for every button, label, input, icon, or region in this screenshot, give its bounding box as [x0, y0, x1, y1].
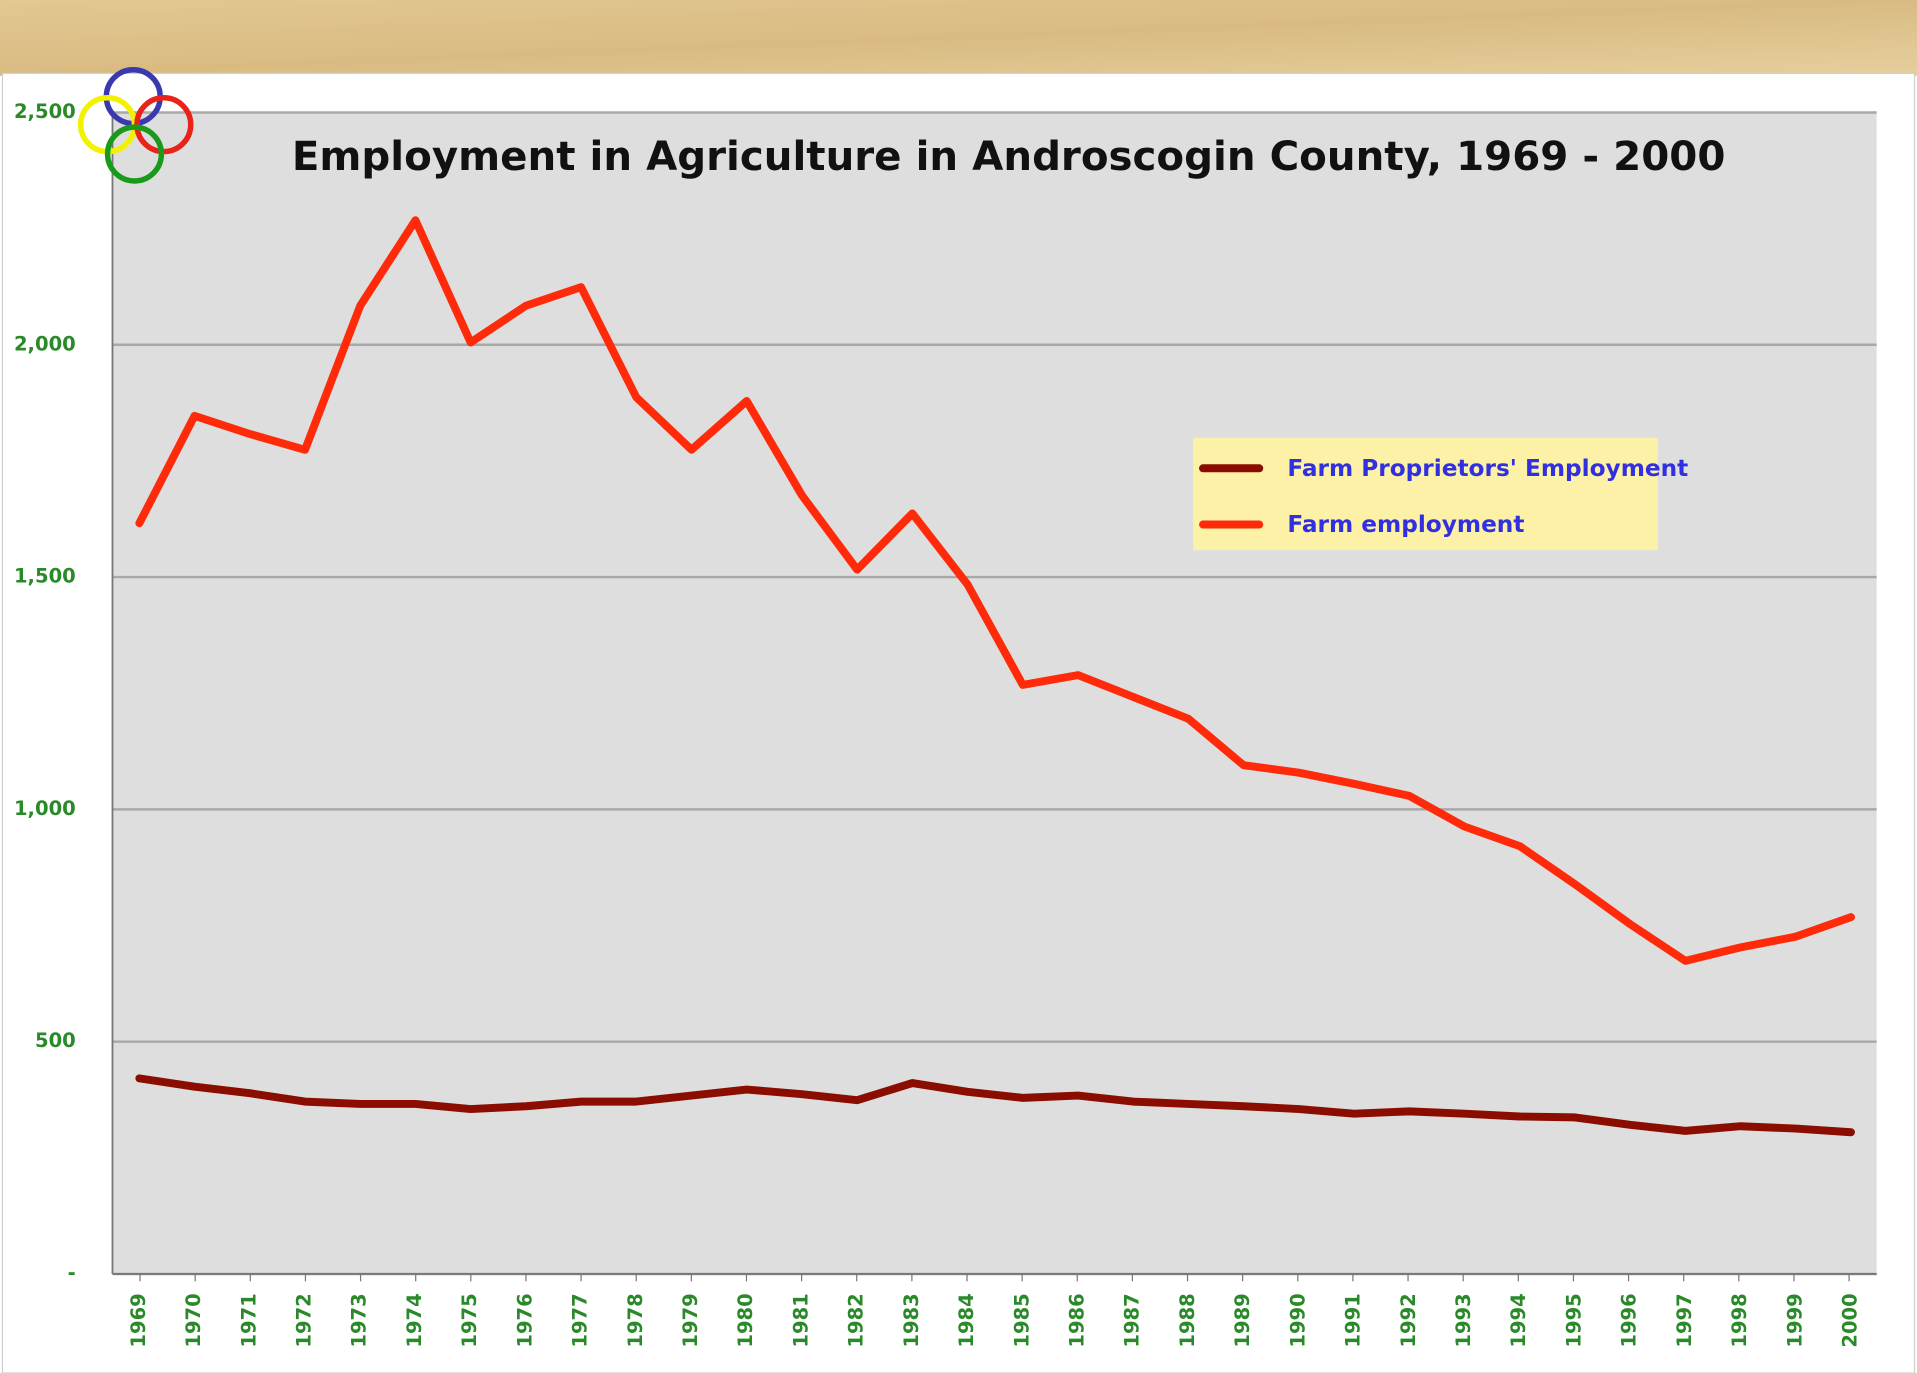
x-tick-label: 1979: [679, 1293, 702, 1347]
x-tick-label: 1990: [1286, 1293, 1309, 1347]
x-tick-label: 1994: [1507, 1293, 1530, 1347]
x-tick-label: 1969: [127, 1293, 150, 1347]
x-tick-label: 1988: [1176, 1293, 1199, 1347]
x-tick-label: 1976: [513, 1293, 536, 1347]
x-tick-label: 1980: [734, 1293, 757, 1347]
y-tick-label: 2,000: [14, 332, 76, 355]
line-series: [135, 216, 1855, 965]
x-tick-label: 1978: [624, 1293, 647, 1347]
y-tick-label: 1,500: [14, 565, 76, 588]
chart-title: Employment in Agriculture in Androscogin…: [292, 133, 1726, 180]
y-tick-label: 1,000: [14, 797, 76, 820]
x-tick-label: 1974: [403, 1293, 426, 1347]
line-series: [135, 1074, 1855, 1137]
x-tick-label: 1977: [569, 1293, 592, 1347]
x-tick-label: 1991: [1342, 1293, 1365, 1347]
legend-label: Farm employment: [1287, 511, 1524, 538]
x-tick-label: 1981: [789, 1293, 812, 1347]
x-tick-label: 1984: [955, 1293, 978, 1347]
grid: [112, 111, 1877, 1276]
x-tick-label: 1971: [237, 1293, 260, 1347]
x-tick-label: 1973: [348, 1293, 371, 1347]
logo: [77, 66, 194, 184]
y-tick-label: 500: [35, 1029, 76, 1052]
x-tick-label: 1992: [1397, 1293, 1420, 1347]
x-tick-label: 1972: [293, 1293, 316, 1347]
x-tick-label: 1989: [1231, 1293, 1254, 1347]
x-tick-label: 1986: [1065, 1293, 1088, 1347]
x-tick-label: 1983: [900, 1293, 923, 1347]
y-tick-label: 2,500: [14, 100, 76, 123]
x-tick-label: 1970: [182, 1293, 205, 1347]
x-tick-label: 1993: [1452, 1293, 1475, 1347]
x-tick-label: 1985: [1010, 1293, 1033, 1347]
x-tick-label: 1987: [1121, 1293, 1144, 1347]
legend-label: Farm Proprietors' Employment: [1287, 455, 1688, 482]
x-tick-label: 1975: [458, 1293, 481, 1347]
y-tick-label: -: [68, 1261, 76, 1284]
x-tick-label: 1997: [1673, 1293, 1696, 1347]
x-tick-label: 1995: [1562, 1293, 1585, 1347]
header-background: [0, 0, 1917, 76]
x-tick-label: 1996: [1618, 1293, 1641, 1347]
x-tick-label: 2000: [1838, 1293, 1861, 1347]
x-tick-label: 1998: [1728, 1293, 1751, 1347]
x-tick-label: 1999: [1783, 1293, 1806, 1347]
x-tick-label: 1982: [845, 1293, 868, 1347]
legend: [1193, 437, 1658, 551]
plot-area: [112, 112, 1877, 1274]
